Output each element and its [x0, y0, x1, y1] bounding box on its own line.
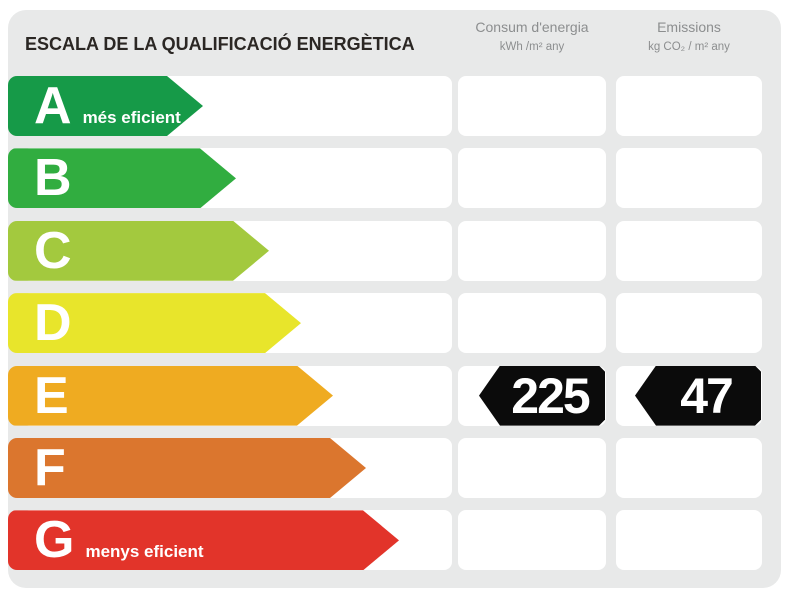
emissions-cell-a — [616, 76, 762, 136]
consumption-cell-f — [458, 437, 606, 498]
emissions-value-badge: 47 — [635, 366, 761, 426]
consumption-cell-a — [458, 76, 606, 136]
rating-row-b: B — [8, 148, 781, 209]
consumption-value: 225 — [511, 367, 589, 424]
consumption-header-label: Consum d'energia — [475, 19, 589, 35]
rating-arrow-e: E — [8, 366, 333, 426]
consumption-cell-e: 225 — [458, 365, 606, 426]
energy-rating-card: ESCALA DE LA QUALIFICACIÓ ENERGÈTICA Con… — [8, 10, 781, 588]
emissions-cell-b — [616, 148, 762, 209]
rating-letter: C — [34, 221, 72, 280]
rating-sublabel: menys eficient — [85, 542, 204, 562]
rating-arrow-g: G menys eficient — [8, 510, 399, 570]
emissions-cell-g — [616, 510, 762, 571]
emissions-header-unit: kg CO₂ / m² any — [648, 41, 730, 53]
emissions-cell-c — [616, 220, 762, 281]
emissions-header-label: Emissions — [657, 19, 721, 35]
rating-letter: F — [34, 438, 66, 497]
consumption-cell-g — [458, 510, 606, 571]
column-header-consumption: Consum d'energia kWh /m² any — [458, 19, 606, 54]
rating-row-c: C — [8, 220, 781, 281]
emissions-cell-f — [616, 437, 762, 498]
rating-arrow-c: C — [8, 221, 269, 281]
page-title: ESCALA DE LA QUALIFICACIÓ ENERGÈTICA — [25, 34, 415, 54]
rating-row-a: A més eficient — [8, 76, 781, 136]
rating-letter: A — [34, 77, 72, 135]
rating-arrow-a: A més eficient — [8, 76, 203, 136]
column-header-emissions: Emissions kg CO₂ / m² any — [616, 19, 762, 54]
consumption-header-unit: kWh /m² any — [499, 41, 565, 53]
rating-letter: B — [34, 149, 72, 208]
consumption-cell-d — [458, 293, 606, 354]
consumption-value-badge: 225 — [479, 366, 605, 426]
emissions-cell-d — [616, 293, 762, 354]
emissions-cell-e: 47 — [616, 365, 762, 426]
rating-letter: D — [34, 294, 72, 353]
emissions-value: 47 — [680, 367, 732, 424]
rating-arrow-f: F — [8, 438, 366, 498]
consumption-cell-b — [458, 148, 606, 209]
rating-row-f: F — [8, 437, 781, 498]
rating-sublabel: més eficient — [82, 108, 181, 127]
rating-arrow-b: B — [8, 148, 236, 208]
rating-row-e: E 225 47 — [8, 365, 781, 426]
rating-row-d: D — [8, 293, 781, 354]
rating-rows: A més eficient B C — [8, 76, 781, 583]
rating-letter: E — [34, 366, 69, 425]
consumption-cell-c — [458, 220, 606, 281]
rating-arrow-d: D — [8, 293, 301, 353]
rating-row-g: G menys eficient — [8, 510, 781, 571]
rating-letter: G — [34, 511, 75, 570]
